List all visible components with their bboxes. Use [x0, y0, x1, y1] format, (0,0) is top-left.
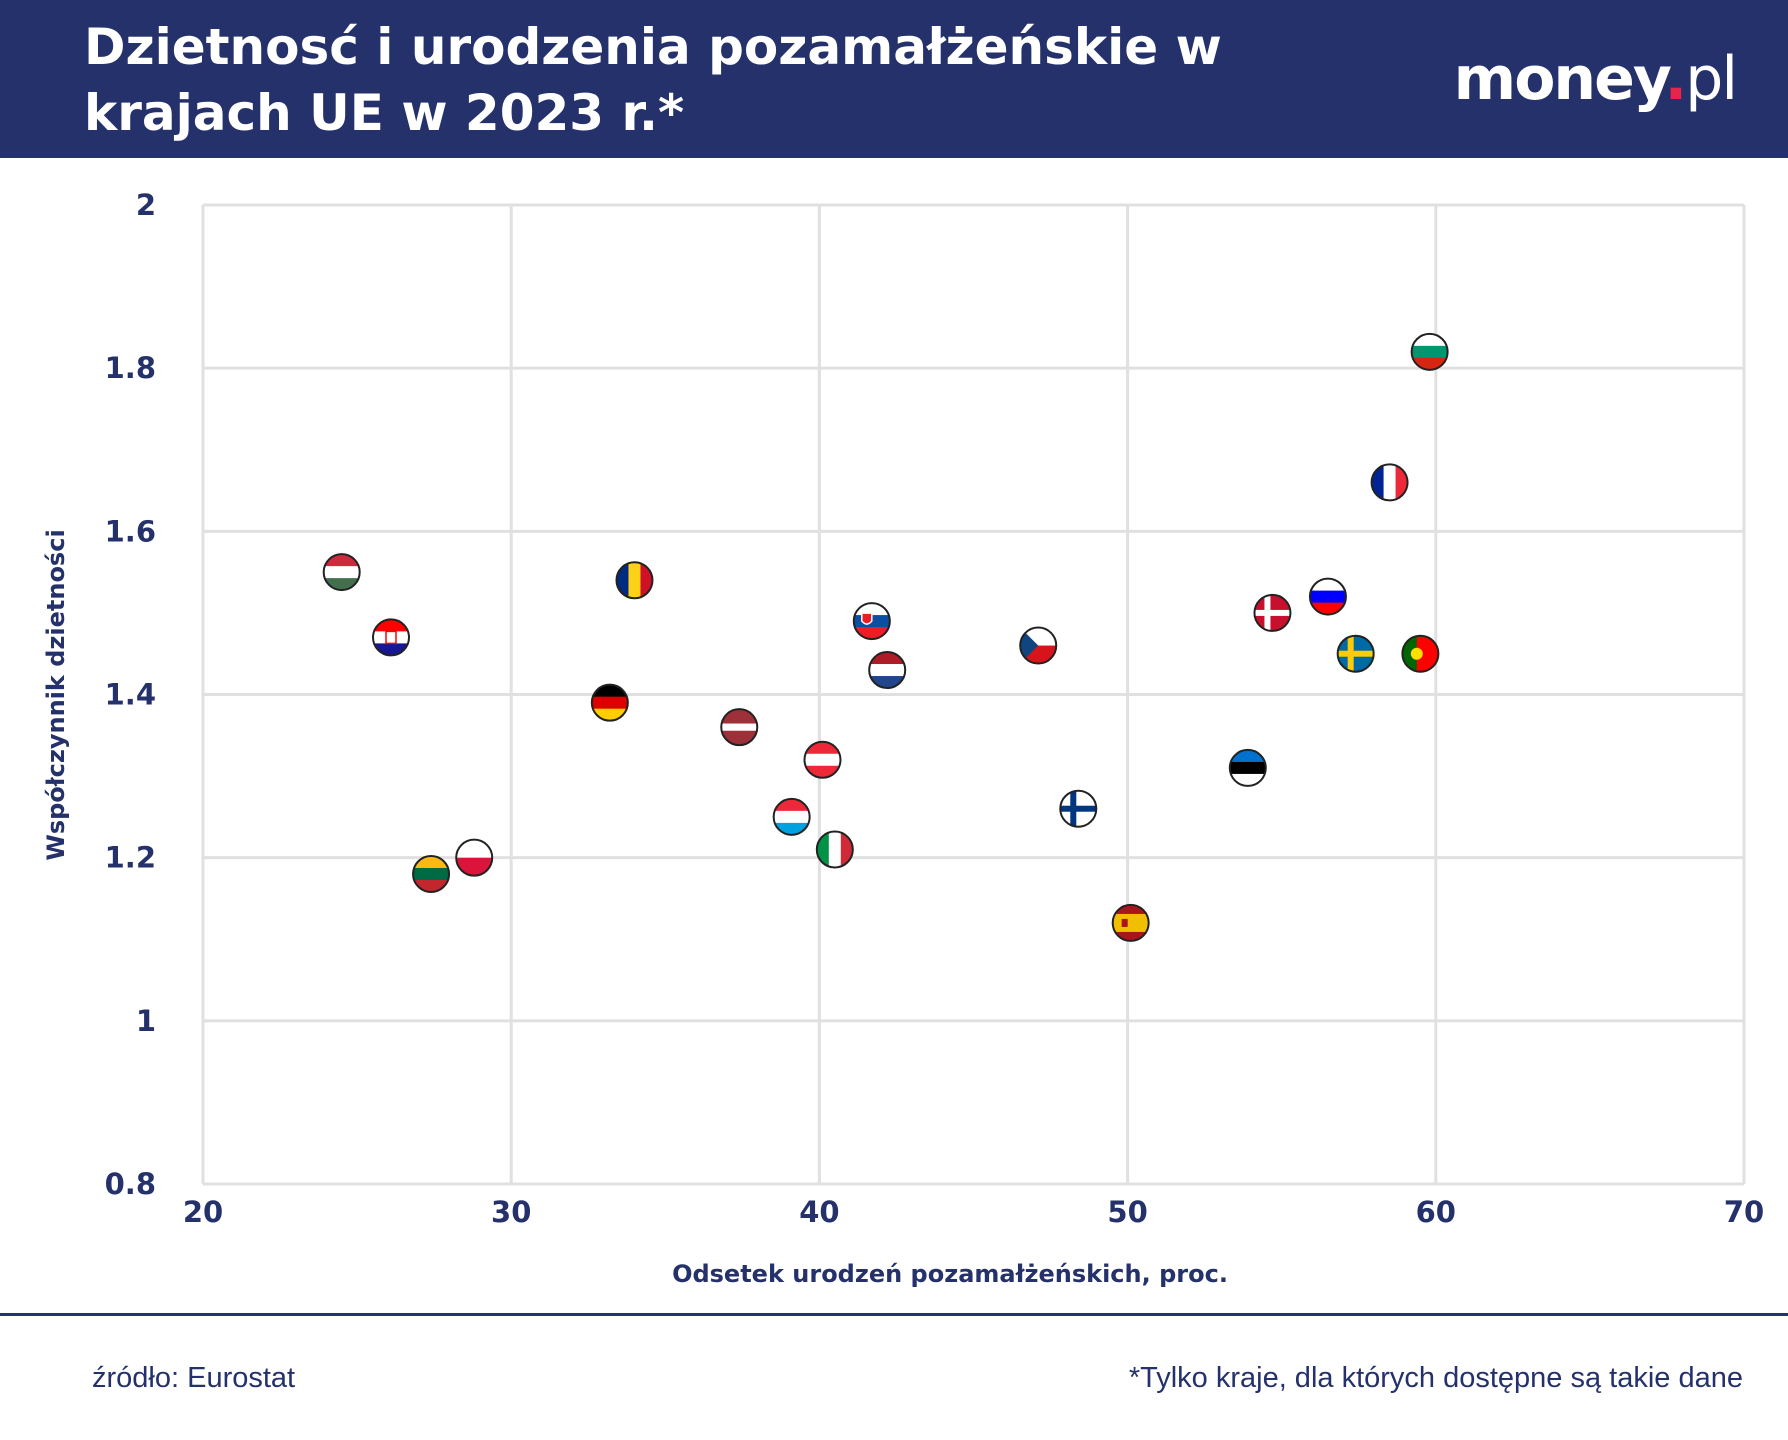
- y-tick-label: 1.2: [105, 841, 156, 875]
- y-axis-label: Współczynnik dzietności: [42, 529, 70, 860]
- y-tick-label: 1.4: [105, 678, 156, 712]
- flag-italy-icon: [815, 830, 854, 869]
- y-tick-label: 1.8: [105, 351, 156, 385]
- flag-latvia-icon: [720, 708, 759, 747]
- flag-slovakia-icon: [852, 602, 891, 641]
- flag-romania-icon: [615, 561, 654, 600]
- x-tick-label: 30: [491, 1195, 531, 1229]
- footnote: *Tylko kraje, dla których dostępne są ta…: [1128, 1362, 1743, 1394]
- flag-denmark-icon: [1253, 593, 1292, 632]
- flag-hungary-icon: [322, 553, 361, 592]
- flag-czechia-icon: [1019, 626, 1058, 665]
- y-tick-label: 0.8: [105, 1167, 156, 1201]
- scatter-chart: 20 30 40 50 60 70 0.8 1 1.2 1.4 1.6 1.8 2 Odsetek ur…: [42, 188, 1764, 1288]
- flag-germany-icon: [590, 683, 629, 722]
- header-banner: Dzietnosć i urodzenia pozamałżeńskie w k…: [0, 0, 1788, 158]
- flag-luxembourg-icon: [772, 797, 811, 836]
- y-tick-label: 2: [136, 188, 156, 222]
- x-tick-label: 60: [1416, 1195, 1456, 1229]
- flag-netherlands-icon: [868, 651, 907, 690]
- y-tick-label: 1.6: [105, 514, 156, 548]
- y-tick-label: 1: [136, 1004, 156, 1038]
- flag-bulgaria-icon: [1410, 332, 1449, 371]
- chart-title: Dzietnosć i urodzenia pozamałżeńskie w k…: [84, 18, 1222, 142]
- flag-sweden-icon: [1336, 634, 1375, 673]
- flag-portugal-icon: [1401, 634, 1440, 673]
- source-note: źródło: Eurostat: [92, 1362, 296, 1394]
- money-pl-logo: money.pl: [1453, 44, 1738, 114]
- flag-slovenia-icon: [1308, 577, 1347, 616]
- flag-france-icon: [1370, 463, 1409, 502]
- x-tick-label: 40: [799, 1195, 839, 1229]
- flag-finland-icon: [1059, 789, 1098, 828]
- flag-croatia-icon: [372, 618, 411, 657]
- footer-divider: [0, 1313, 1788, 1316]
- flag-poland-icon: [455, 838, 494, 877]
- x-tick-label: 20: [183, 1195, 223, 1229]
- flag-estonia-icon: [1228, 748, 1267, 787]
- flag-spain-icon: [1111, 903, 1150, 942]
- x-tick-label: 70: [1724, 1195, 1764, 1229]
- flag-austria-icon: [803, 740, 842, 779]
- x-tick-label: 50: [1107, 1195, 1147, 1229]
- x-axis-label: Odsetek urodzeń pozamałżeńskich, proc.: [672, 1260, 1228, 1288]
- flag-lithuania-icon: [412, 854, 451, 893]
